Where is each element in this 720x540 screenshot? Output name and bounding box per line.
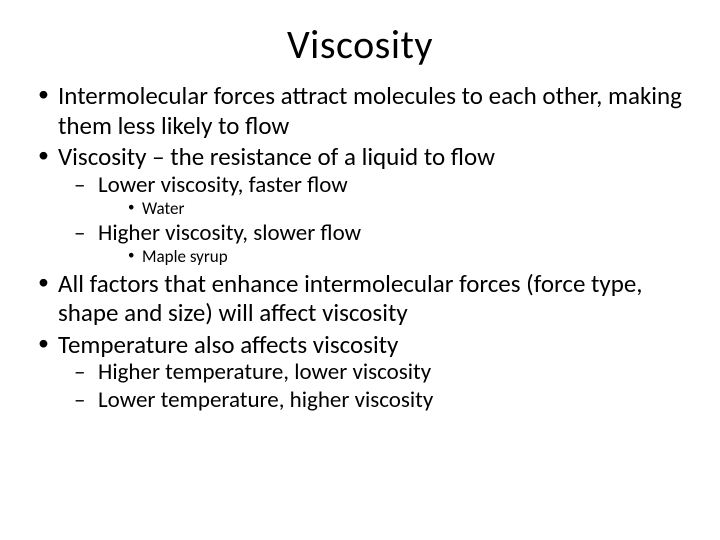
bullet-text: Temperature also affects viscosity [58,329,398,360]
bullet-lvl2: Lower temperature, higher viscosity [72,387,684,414]
sublist: Water [98,199,684,219]
bullet-text: Lower viscosity, faster flow [98,171,348,199]
bullet-lvl3: Maple syrup [124,247,684,267]
bullet-lvl1: All factors that enhance intermolecular … [36,269,684,328]
slide: Viscosity Intermolecular forces attract … [0,0,720,540]
bullet-text: Viscosity – the resistance of a liquid t… [58,141,495,172]
bullet-lvl3: Water [124,199,684,219]
bullet-text: Higher viscosity, slower flow [98,219,361,247]
sublist: Higher temperature, lower viscosity Lowe… [58,359,684,414]
bullet-lvl2: Higher temperature, lower viscosity [72,359,684,386]
bullet-lvl1: Temperature also affects viscosity Highe… [36,330,684,415]
sublist: Lower viscosity, faster flow Water Highe… [58,172,684,267]
bullet-list: Intermolecular forces attract molecules … [36,81,684,415]
slide-title: Viscosity [36,20,684,69]
sublist: Maple syrup [98,247,684,267]
bullet-lvl2: Higher viscosity, slower flow Maple syru… [72,220,684,267]
bullet-lvl2: Lower viscosity, faster flow Water [72,172,684,219]
bullet-lvl1: Viscosity – the resistance of a liquid t… [36,142,684,267]
bullet-lvl1: Intermolecular forces attract molecules … [36,81,684,140]
